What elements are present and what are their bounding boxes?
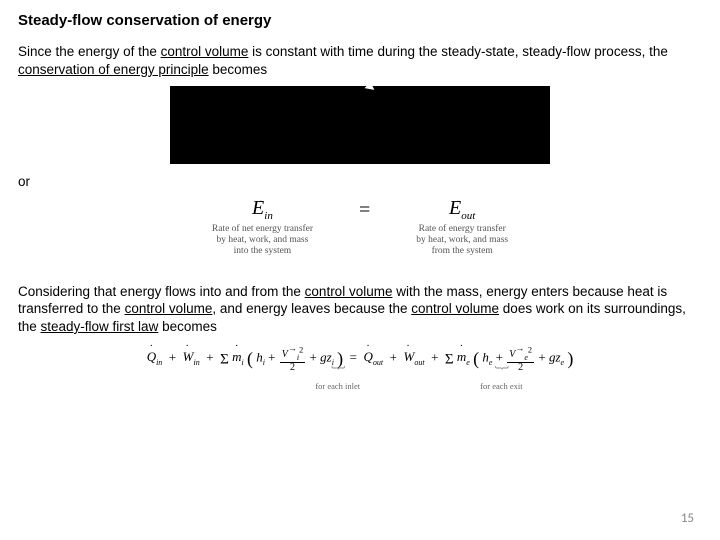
dot-icon: · (456, 194, 460, 209)
caption-line: into the system (234, 246, 292, 256)
or-label: or (18, 174, 702, 189)
underline-control-volume: control volume (125, 301, 213, 316)
sub: i (332, 358, 334, 367)
slide-title: Steady-flow conservation of energy (18, 12, 702, 29)
sub: i (241, 358, 243, 367)
caption-line: from the system (432, 246, 493, 256)
fraction-ve: V→e2 2 (507, 344, 534, 373)
underline-control-volume: control volume (305, 284, 393, 299)
equals-sign: = (359, 199, 370, 222)
sub: i (263, 358, 265, 367)
e-out-term: · Eout Rate of energy transfer by heat, … (416, 197, 508, 257)
var-w-out: W (403, 349, 414, 364)
underline-control-volume: control volume (161, 44, 249, 59)
var-m-i: m (232, 349, 241, 364)
var-m-e: m (457, 349, 466, 364)
paren-close: ) (337, 348, 343, 368)
text: is constant with time during the steady-… (248, 44, 667, 59)
sym: m (457, 349, 466, 364)
caption-line: Rate of energy transfer (419, 224, 506, 234)
brace-label: for each exit (480, 381, 522, 391)
sup: 2 (528, 345, 532, 354)
brace-annotations: ︸ for each inlet ︸ for each exit (18, 371, 702, 391)
caption-line: by heat, work, and mass (217, 235, 309, 245)
e-in-term: · Ein Rate of net energy transfer by hea… (212, 197, 313, 257)
underline-conservation-of-energy: conservation of energy principle (18, 62, 209, 77)
sym: W (183, 349, 194, 364)
sub: e (561, 358, 565, 367)
paren-open: ( (247, 348, 253, 368)
caption-line: Rate of net energy transfer (212, 224, 313, 234)
sym: m (232, 349, 241, 364)
underline-steady-flow-first-law: steady-flow first law (41, 319, 159, 334)
dot-icon: · (259, 194, 263, 209)
page-number: 15 (681, 511, 694, 526)
e-in-symbol: · Ein (252, 197, 273, 222)
spacer (360, 371, 480, 391)
brace-inlet: ︸ for each inlet (315, 371, 360, 391)
text: Considering that energy flows into and f… (18, 284, 305, 299)
sub: out (373, 358, 383, 367)
paren-open: ( (473, 348, 479, 368)
sub: in (194, 358, 200, 367)
sub-in: in (264, 210, 273, 222)
brace-exit: ︸ for each exit (480, 371, 522, 391)
energy-balance-equation: · Ein Rate of net energy transfer by hea… (18, 197, 702, 257)
paren-close: ) (567, 348, 573, 368)
vec-icon: → (515, 343, 524, 353)
e-out-caption: Rate of energy transfer by heat, work, a… (416, 224, 508, 257)
text: Since the energy of the (18, 44, 161, 59)
den: 2 (507, 363, 534, 373)
caret-icon (364, 81, 375, 90)
sub: e (466, 358, 470, 367)
redacted-equation-box (170, 86, 550, 164)
var-q-out: Q (364, 349, 373, 364)
sigma-icon: Σ (445, 351, 454, 367)
var-w-in: W (183, 349, 194, 364)
sym: Q (147, 349, 156, 364)
sub: out (414, 358, 424, 367)
second-paragraph: Considering that energy flows into and f… (18, 283, 702, 336)
e-out-symbol: · Eout (449, 197, 475, 222)
sigma-icon: Σ (220, 351, 229, 367)
vec-icon: → (288, 343, 297, 353)
equation-body: Qin + Win + Σ mi ( hi + V→i2 2 + gzi ) =… (147, 344, 574, 373)
sub-out: out (461, 210, 475, 222)
steady-flow-equation: Qin + Win + Σ mi ( hi + V→i2 2 + gzi ) =… (18, 344, 702, 373)
caption-line: by heat, work, and mass (416, 235, 508, 245)
intro-paragraph: Since the energy of the control volume i… (18, 43, 702, 78)
text: becomes (209, 62, 268, 77)
slide-page: Steady-flow conservation of energy Since… (0, 0, 720, 540)
fraction-vi: V→i2 2 (280, 344, 306, 373)
spacer (197, 371, 315, 391)
e-in-caption: Rate of net energy transfer by heat, wor… (212, 224, 313, 257)
sub: in (156, 358, 162, 367)
text: , and energy leaves because the (212, 301, 411, 316)
sup: 2 (299, 345, 303, 354)
sym: Q (364, 349, 373, 364)
underline-control-volume: control volume (411, 301, 499, 316)
var-q-in: Q (147, 349, 156, 364)
sym: W (403, 349, 414, 364)
den: 2 (280, 363, 306, 373)
text: becomes (158, 319, 217, 334)
brace-label: for each inlet (315, 381, 360, 391)
sub: e (489, 358, 493, 367)
